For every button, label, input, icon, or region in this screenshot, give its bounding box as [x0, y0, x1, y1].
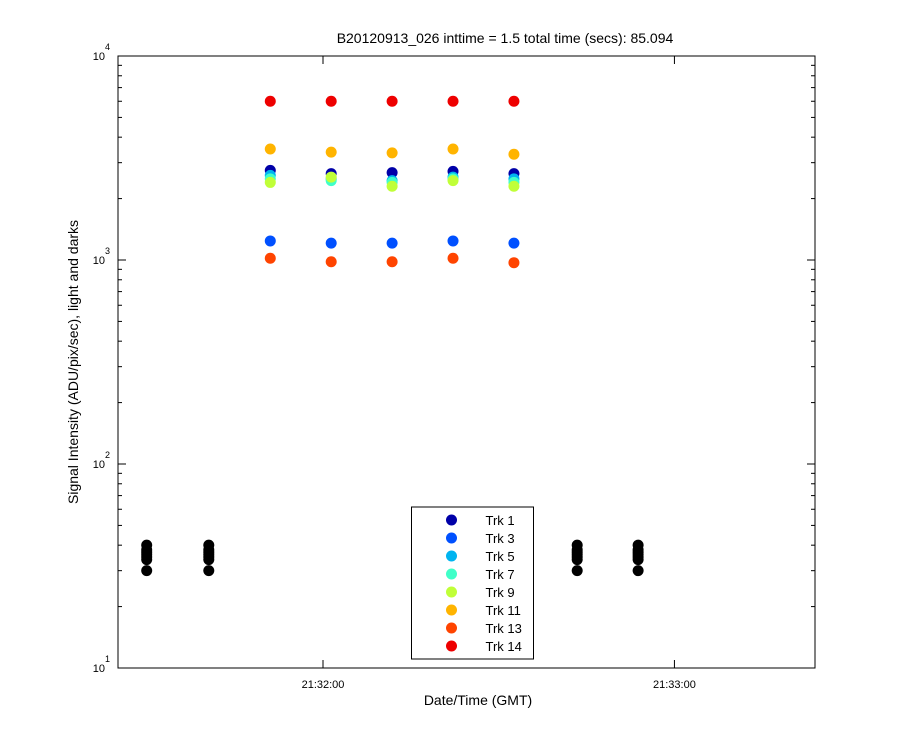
data-point	[325, 171, 337, 183]
legend-label: Trk 9	[486, 585, 515, 600]
x-tick-label: 21:32:00	[302, 679, 345, 691]
y-tick-exponent: 2	[105, 450, 110, 460]
chart-title: B20120913_026 inttime = 1.5 total time (…	[337, 30, 674, 46]
data-point	[325, 256, 337, 268]
x-tick-label: 21:33:00	[653, 679, 696, 691]
data-point	[264, 95, 276, 107]
legend-label: Trk 13	[486, 621, 522, 636]
dark-point	[203, 565, 215, 577]
y-axis-label: Signal Intensity (ADU/pix/sec), light an…	[65, 220, 81, 504]
y-tick-base: 10	[93, 663, 105, 675]
dark-point	[141, 565, 153, 577]
y-tick-label: 102	[93, 450, 110, 471]
data-point	[447, 235, 459, 247]
data-point	[386, 237, 398, 249]
data-point	[508, 95, 520, 107]
dark-point	[571, 539, 583, 551]
y-tick-base: 10	[93, 51, 105, 63]
y-tick-base: 10	[93, 255, 105, 267]
data-point	[386, 167, 398, 179]
data-point	[508, 237, 520, 249]
legend-label: Trk 7	[486, 567, 515, 582]
y-tick-exponent: 3	[105, 246, 110, 256]
dark-point	[141, 539, 153, 551]
y-tick-exponent: 1	[105, 654, 110, 664]
data-point	[508, 148, 520, 160]
data-point	[447, 175, 459, 187]
legend-marker	[446, 514, 457, 526]
dark-point	[632, 565, 644, 577]
data-point	[386, 147, 398, 159]
legend-marker	[446, 640, 457, 652]
data-point	[508, 257, 520, 269]
data-point	[264, 176, 276, 188]
legend-marker	[446, 568, 457, 580]
y-tick-label: 101	[93, 654, 110, 675]
y-tick-label: 103	[93, 246, 110, 267]
legend-label: Trk 11	[486, 603, 521, 618]
data-point	[264, 235, 276, 247]
legend-label: Trk 5	[486, 549, 515, 564]
data-point	[447, 252, 459, 264]
legend-box	[411, 506, 534, 660]
y-tick-base: 10	[93, 459, 105, 471]
data-point	[386, 95, 398, 107]
plot-frame	[117, 55, 816, 669]
dark-point	[571, 565, 583, 577]
data-point	[447, 95, 459, 107]
data-point	[325, 146, 337, 158]
data-point	[386, 180, 398, 192]
legend-marker	[446, 532, 457, 544]
data-point	[386, 256, 398, 268]
legend-marker	[446, 604, 457, 616]
legend-label: Trk 1	[486, 513, 515, 528]
legend-label: Trk 3	[486, 531, 515, 546]
data-point	[325, 95, 337, 107]
dark-point	[203, 539, 215, 551]
y-tick-label: 104	[93, 42, 110, 63]
data-point	[508, 180, 520, 192]
data-point	[264, 143, 276, 155]
data-point	[325, 237, 337, 249]
x-axis-label: Date/Time (GMT)	[424, 692, 532, 708]
data-point	[264, 252, 276, 264]
y-tick-exponent: 4	[105, 42, 110, 52]
legend-marker	[446, 622, 457, 634]
dark-point	[632, 539, 644, 551]
data-point	[447, 143, 459, 155]
legend-marker	[446, 550, 457, 562]
legend-marker	[446, 586, 457, 598]
legend-label: Trk 14	[486, 639, 522, 654]
